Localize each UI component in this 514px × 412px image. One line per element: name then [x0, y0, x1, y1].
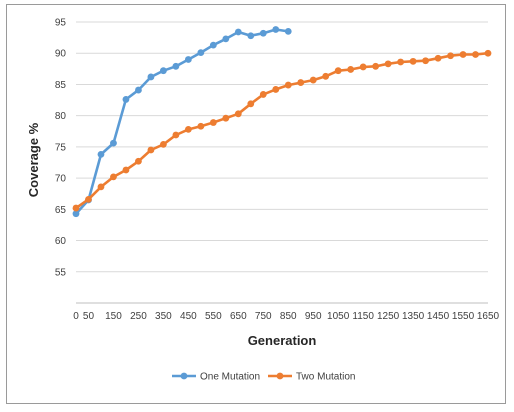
data-point: [209, 119, 217, 126]
legend-label: Two Mutation: [296, 372, 355, 383]
x-tick-label: 850: [280, 311, 297, 322]
series-line: [75, 51, 489, 210]
x-tick-labels: 0 50 150 250 350 450 550 650 750 850 950 1050 1150 12…: [73, 311, 499, 322]
data-point: [284, 81, 292, 89]
data-point: [197, 122, 205, 130]
legend: One Mutation Two Mutation: [172, 372, 355, 383]
data-point: [234, 110, 242, 118]
data-point: [259, 29, 267, 37]
x-tick-label: 1650: [477, 311, 500, 322]
data-point: [122, 96, 130, 103]
data-point: [397, 58, 405, 66]
data-point: [334, 67, 342, 75]
data-point: [372, 62, 380, 70]
data-point: [409, 57, 417, 65]
data-point: [209, 41, 217, 49]
legend-marker: [180, 372, 188, 380]
data-point: [85, 195, 92, 203]
data-point: [159, 140, 167, 148]
y-axis-title: Coverage %: [26, 122, 41, 197]
x-tick-label: 1350: [402, 311, 425, 322]
data-point: [459, 51, 467, 58]
series-1: [72, 49, 492, 212]
data-point: [272, 26, 280, 33]
x-tick-label: 450: [180, 311, 197, 322]
data-point: [222, 114, 230, 122]
x-tick-label: 950: [305, 311, 322, 322]
legend-marker: [276, 372, 284, 380]
y-tick-label: 80: [55, 111, 67, 122]
series-line: [75, 28, 289, 215]
x-tick-label: 550: [205, 311, 222, 322]
data-point: [122, 166, 130, 174]
x-axis-title: Generation: [248, 333, 317, 348]
gridlines: [76, 21, 488, 304]
y-tick-label: 70: [55, 174, 67, 185]
x-tick-label: 1250: [377, 311, 400, 322]
data-point: [434, 54, 442, 62]
chart-frame: [6, 4, 506, 404]
x-tick-label: 750: [255, 311, 272, 322]
data-point: [272, 86, 280, 93]
data-point: [384, 60, 392, 68]
data-point: [197, 49, 205, 56]
data-point: [110, 139, 117, 147]
legend-item: Two Mutation: [268, 372, 355, 383]
data-point: [234, 28, 242, 36]
data-point: [359, 63, 367, 71]
data-point: [97, 150, 105, 158]
y-tick-label: 65: [55, 205, 67, 216]
data-point: [347, 66, 355, 73]
data-point: [484, 49, 492, 57]
data-point: [110, 173, 117, 181]
data-point: [247, 100, 255, 108]
data-point: [247, 32, 255, 40]
data-point: [172, 131, 180, 139]
x-tick-label: 650: [230, 311, 247, 322]
data-point: [147, 73, 155, 81]
data-point: [97, 183, 105, 191]
data-point: [222, 35, 230, 43]
y-tick-label: 90: [55, 49, 67, 60]
series-layer: [72, 26, 492, 218]
legend-item: One Mutation: [172, 372, 260, 383]
x-tick-label: 1550: [452, 311, 475, 322]
data-point: [72, 210, 80, 218]
data-point: [135, 157, 142, 165]
data-point: [135, 86, 142, 94]
data-point: [472, 51, 479, 58]
data-point: [184, 56, 192, 63]
x-tick-label: 250: [130, 311, 147, 322]
x-tick-label: 350: [155, 311, 172, 322]
data-point: [422, 57, 429, 65]
y-tick-label: 55: [55, 267, 67, 278]
data-point: [447, 52, 454, 60]
data-point: [309, 76, 317, 84]
data-point: [284, 27, 292, 35]
x-tick-label: 1450: [427, 311, 450, 322]
x-tick-label: 50: [83, 311, 95, 322]
x-tick-label: 1150: [352, 311, 374, 322]
data-point: [322, 72, 330, 80]
y-tick-label: 95: [55, 18, 67, 29]
data-point: [159, 67, 167, 75]
data-point: [172, 62, 180, 70]
legend-label: One Mutation: [200, 372, 260, 383]
y-tick-label: 75: [55, 142, 67, 153]
data-point: [147, 146, 155, 154]
series-0: [72, 26, 292, 218]
y-tick-label: 60: [55, 236, 67, 247]
data-point: [259, 91, 267, 98]
data-point: [72, 204, 80, 212]
x-tick-label: 0: [73, 311, 79, 322]
y-tick-labels: 55 60 65 70 75 80 85 90 95: [55, 18, 67, 279]
x-tick-label: 150: [105, 311, 122, 322]
y-tick-label: 85: [55, 80, 67, 91]
data-point: [184, 126, 192, 133]
x-tick-label: 1050: [327, 311, 350, 322]
data-point: [297, 79, 305, 86]
